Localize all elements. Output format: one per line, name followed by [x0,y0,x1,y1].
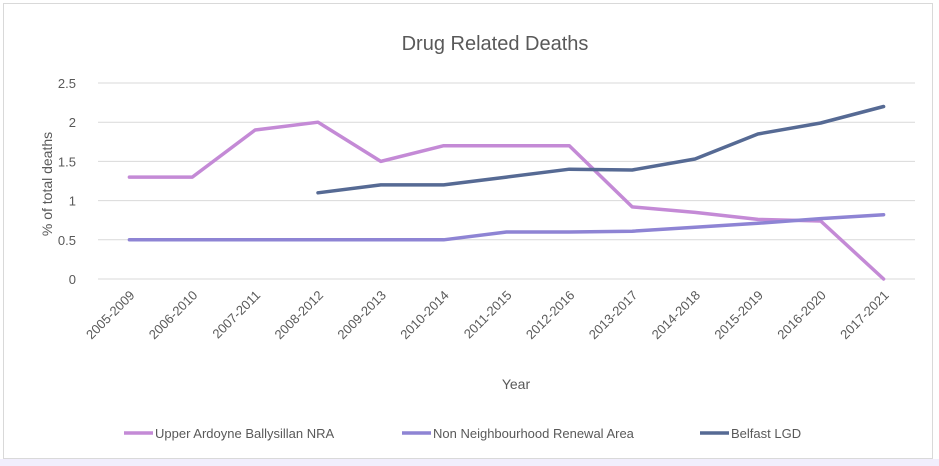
legend-label: Upper Ardoyne Ballysillan NRA [155,426,335,441]
x-tick-label: 2010-2014 [397,288,452,343]
y-axis-label: % of total deaths [39,132,55,236]
y-tick-label: 1.5 [58,154,76,169]
bottom-strip [0,459,939,466]
x-tick-label: 2011-2015 [461,288,515,342]
x-tick-label: 2013-2017 [586,288,641,343]
x-axis-ticks: 2005-2009 2006-2010 2007-2011 2008-2012 2009… [83,288,892,343]
y-tick-label: 2.5 [58,76,76,91]
legend: Upper Ardoyne Ballysillan NRA Non Neighbo… [124,426,801,441]
series-line-1 [127,120,886,281]
x-tick-label: 2015-2019 [711,288,766,343]
chart-title: Drug Related Deaths [402,33,589,55]
x-axis-label: Year [502,376,531,392]
x-tick-label: 2016-2020 [774,288,829,343]
series-line-2 [127,212,886,242]
x-tick-label: 2009-2013 [334,288,389,343]
x-tick-label: 2008-2012 [272,288,327,343]
x-tick-label: 2014-2018 [649,288,704,343]
x-tick-label: 2006-2010 [146,288,201,343]
series-lines [127,104,886,281]
legend-label: Belfast LGD [731,426,801,441]
x-tick-label: 2012-2016 [523,288,578,343]
gridlines [98,82,915,280]
y-tick-label: 0.5 [58,233,76,248]
chart-frame [3,3,933,459]
x-tick-label: 2005-2009 [83,288,138,343]
legend-label: Non Neighbourhood Renewal Area [433,426,635,441]
y-tick-label: 1 [69,194,76,209]
series-line-3 [316,104,886,195]
x-tick-label: 2017-2021 [837,288,892,343]
y-tick-label: 2 [69,115,76,130]
x-tick-label: 2007-2011 [209,288,263,342]
y-tick-label: 0 [69,272,76,287]
y-axis-ticks: 0 0.5 1 1.5 2 2.5 [58,76,76,287]
